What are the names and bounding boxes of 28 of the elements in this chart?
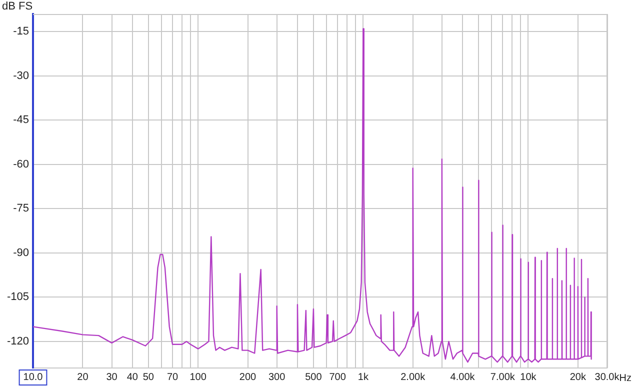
x-tick-label: 10k bbox=[520, 372, 538, 383]
y-tick-label: -105 bbox=[6, 291, 29, 304]
x-tick-label: 30 bbox=[106, 372, 118, 383]
x-tick-label: 200 bbox=[239, 372, 257, 383]
x-tick-label: 300 bbox=[268, 372, 286, 383]
y-tick-label: -120 bbox=[6, 335, 29, 348]
x-tick-label: 30.0k bbox=[594, 372, 620, 383]
x-tick-label: 4.00k bbox=[450, 372, 476, 383]
y-tick-label: -90 bbox=[13, 246, 29, 259]
x-tick-label: 10.0 bbox=[23, 372, 44, 383]
x-tick-label: 2.00k bbox=[400, 372, 426, 383]
y-tick-label: -30 bbox=[13, 70, 29, 82]
y-axis-title: dB FS bbox=[2, 0, 33, 13]
x-tick-label: 700 bbox=[329, 372, 346, 383]
x-tick-label: 1k bbox=[358, 372, 370, 383]
x-tick-label: 100 bbox=[190, 372, 207, 383]
x-tick-label: 20k bbox=[570, 372, 587, 383]
x-tick-label: 40 bbox=[126, 372, 138, 383]
x-tick-label: 7.00k bbox=[490, 372, 516, 383]
y-tick-label: -15 bbox=[13, 26, 29, 38]
x-axis-title: Hz bbox=[619, 372, 632, 384]
x-tick-label: 50 bbox=[142, 372, 154, 383]
y-tick-label: -45 bbox=[13, 114, 29, 126]
y-tick-label: -60 bbox=[13, 158, 29, 170]
x-tick-label: 500 bbox=[305, 372, 322, 383]
y-tick-label: -75 bbox=[13, 202, 29, 215]
x-tick-label: 70 bbox=[166, 372, 179, 383]
x-tick-label: 20 bbox=[77, 372, 89, 383]
